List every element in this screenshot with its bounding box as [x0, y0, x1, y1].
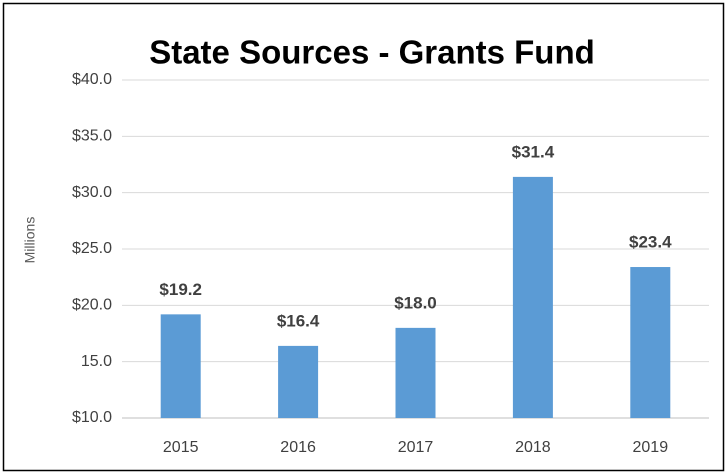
y-tick-label: $40.0 — [72, 71, 112, 88]
bar — [160, 314, 201, 418]
data-label: $16.4 — [277, 311, 320, 330]
x-tick-label: 2019 — [633, 439, 669, 456]
x-tick-label: 2018 — [515, 439, 551, 456]
y-tick-label: $10.0 — [72, 409, 112, 426]
y-tick-label: $35.0 — [72, 128, 112, 145]
bar — [512, 176, 553, 418]
y-tick-label: $20.0 — [72, 297, 112, 314]
x-tick-label: 2017 — [398, 439, 434, 456]
y-tick-label: $25.0 — [72, 240, 112, 257]
data-label: $23.4 — [629, 233, 672, 252]
x-tick-label: 2016 — [280, 439, 316, 456]
chart-title: State Sources - Grants Fund — [149, 34, 595, 71]
data-label: $19.2 — [159, 280, 202, 299]
x-tick-label: 2015 — [163, 439, 199, 456]
y-tick-label: 15.0 — [81, 353, 112, 370]
data-label: $18.0 — [394, 293, 437, 312]
bar — [395, 327, 436, 418]
y-axis-label: Millions — [22, 217, 38, 264]
data-label: $31.4 — [512, 142, 555, 161]
y-tick-label: $30.0 — [72, 184, 112, 201]
bar — [278, 345, 319, 418]
bar — [630, 267, 671, 418]
